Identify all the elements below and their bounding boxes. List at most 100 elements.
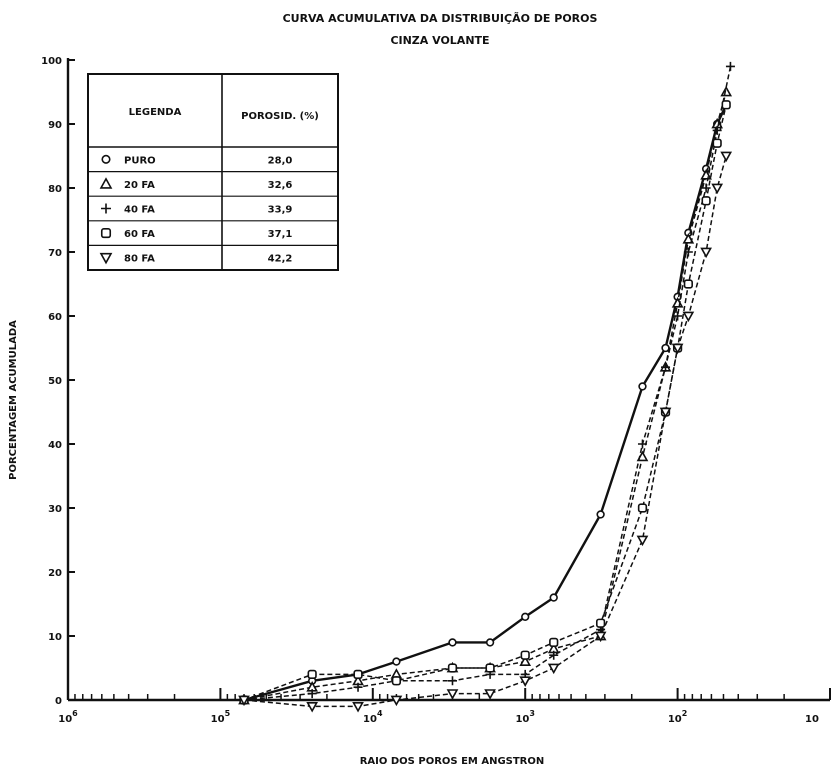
series-line — [243, 104, 728, 702]
data-point — [712, 138, 722, 148]
y-tick-label: 70 — [48, 248, 62, 259]
x-tick-base: 10 — [58, 714, 72, 725]
legend-series-name: 40 FA — [124, 205, 155, 216]
data-point — [673, 311, 683, 321]
x-tick-exponent: 6 — [72, 709, 78, 718]
data-point — [711, 183, 724, 195]
legend-series-name: PURO — [124, 155, 156, 166]
data-point — [661, 362, 671, 372]
data-point — [306, 702, 319, 713]
data-point — [485, 663, 495, 673]
y-tick-label: 60 — [48, 312, 62, 323]
x-tick-exponent: 2 — [682, 709, 688, 718]
x-tick-base: 10 — [515, 714, 529, 725]
data-point — [700, 247, 712, 259]
x-tick-label: 103 — [515, 709, 535, 725]
y-tick-label: 50 — [48, 376, 62, 387]
data-point — [661, 343, 670, 353]
y-axis-ticks: 0 10 20 30 40 50 60 70 80 90 100 — [41, 56, 75, 707]
chart-subtitle: CINZA VOLANTE — [390, 34, 489, 47]
data-point — [594, 631, 607, 643]
x-tick-label: 105 — [211, 709, 231, 725]
data-point — [353, 669, 363, 680]
data-point — [720, 151, 733, 163]
y-tick-label: 20 — [48, 568, 62, 579]
data-point — [659, 407, 672, 419]
legend-series-name: 20 FA — [124, 180, 155, 191]
x-tick-base: 10 — [668, 714, 682, 725]
data-point — [725, 61, 735, 71]
legend-porosity-value: 33,9 — [268, 205, 293, 216]
y-tick-label: 80 — [48, 184, 62, 195]
legend-series-name: 60 FA — [124, 229, 155, 240]
legend-marker — [101, 154, 111, 164]
x-axis-label: RAIO DOS POROS EM ANGSTRON — [360, 756, 545, 767]
series-line — [243, 66, 732, 701]
y-tick-label: 0 — [55, 696, 62, 707]
data-point — [636, 535, 649, 547]
x-tick-base: 10 — [211, 714, 225, 725]
x-tick-exponent: 5 — [225, 709, 231, 718]
chart-title: CURVA ACUMULATIVA DA DISTRIBUIÇÃO DE POR… — [283, 12, 598, 25]
data-point — [671, 343, 684, 355]
legend-porosity-value: 42,2 — [268, 254, 293, 265]
data-point — [520, 650, 530, 660]
legend-header-series: LEGENDA — [129, 107, 182, 118]
x-tick-label: 106 — [58, 709, 78, 725]
data-point — [485, 638, 495, 647]
data-point — [519, 676, 532, 687]
y-tick-label: 10 — [48, 632, 62, 643]
data-point — [637, 503, 648, 513]
data-point — [521, 612, 530, 621]
legend-porosity-value: 32,6 — [268, 180, 293, 191]
data-point — [549, 650, 559, 660]
x-tick-exponent: 4 — [377, 709, 383, 718]
data-point — [682, 311, 695, 323]
data-point — [701, 183, 711, 193]
data-point — [595, 618, 606, 628]
data-point — [391, 676, 402, 686]
data-point — [547, 663, 560, 675]
data-point — [448, 638, 457, 647]
data-point — [519, 655, 532, 666]
y-tick-label: 100 — [41, 56, 62, 67]
legend-porosity-value: 37,1 — [268, 229, 293, 240]
data-point — [549, 637, 559, 648]
y-tick-label: 90 — [48, 120, 62, 131]
legend-rows: PURO 28,0 20 FA 32,6 40 FA 33,9 60 FA 37,1 80 FA… — [88, 154, 338, 265]
series-layer — [238, 61, 735, 713]
legend-marker — [100, 228, 112, 239]
data-point — [390, 695, 403, 707]
data-point — [638, 382, 647, 391]
data-point — [682, 233, 695, 244]
data-point — [307, 689, 317, 699]
legend-header-value: POROSID. (%) — [241, 111, 319, 122]
data-point — [447, 663, 458, 673]
legend: LEGENDA POROSID. (%) PURO 28,0 20 FA 32,6 40… — [87, 73, 339, 271]
data-point — [353, 682, 363, 692]
x-tick-base: 10 — [363, 714, 377, 725]
y-tick-label: 40 — [48, 440, 62, 451]
data-point — [307, 669, 317, 680]
data-point — [683, 247, 693, 257]
data-point — [683, 279, 693, 289]
data-point — [238, 695, 250, 707]
data-point — [446, 689, 459, 700]
series-60-fa — [239, 100, 731, 705]
data-point — [596, 510, 605, 519]
data-point — [721, 100, 731, 110]
data-point — [392, 657, 401, 666]
data-point — [637, 439, 647, 449]
y-tick-label: 30 — [48, 504, 62, 515]
x-tick-exponent: 3 — [529, 709, 535, 718]
legend-marker — [101, 203, 111, 214]
data-point — [484, 689, 496, 700]
data-point — [549, 593, 558, 602]
data-point — [720, 85, 733, 97]
series-line — [243, 155, 727, 708]
data-point — [671, 297, 684, 308]
legend-porosity-value: 28,0 — [268, 155, 293, 166]
x-tick-base: 10 — [805, 714, 819, 725]
